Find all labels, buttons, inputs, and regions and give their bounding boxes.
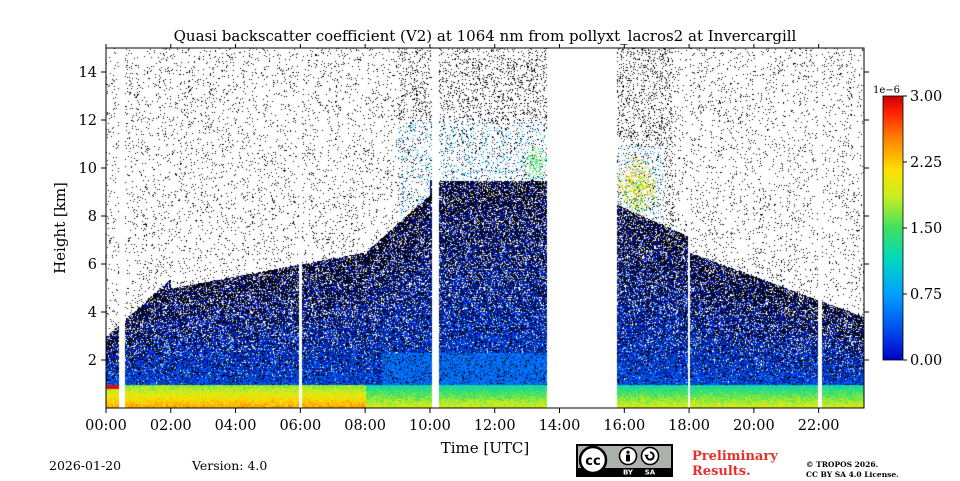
- colorbar-tick-label: 0.00: [910, 353, 942, 369]
- plot-frame: [105, 47, 865, 409]
- colorbar: 1e−6 0.00 0.75 1.50 2.25 3.00: [873, 85, 942, 369]
- x-tick-label: 10:00: [409, 418, 451, 434]
- x-axis-label: Time [UTC]: [441, 439, 530, 457]
- x-tick-label: 02:00: [150, 418, 192, 434]
- preliminary-line1: Preliminary: [692, 449, 778, 464]
- y-tick-label: 8: [88, 209, 97, 225]
- x-tick-label: 16:00: [603, 418, 645, 434]
- copyright-line2: CC BY SA 4.0 License.: [806, 470, 899, 479]
- x-tick-label: 20:00: [733, 418, 775, 434]
- y-tick-label: 2: [88, 353, 97, 369]
- colorbar-ticks: 0.00 0.75 1.50 2.25 3.00: [903, 89, 942, 369]
- colorbar-tick-label: 1.50: [910, 221, 942, 237]
- by-label: BY: [623, 469, 634, 477]
- y-tick-label: 10: [79, 161, 97, 177]
- y-axis-label: Height [km]: [51, 182, 69, 274]
- preliminary-results-note: Preliminary Results.: [692, 449, 778, 479]
- x-tick-label: 14:00: [539, 418, 581, 434]
- x-axis: 00:00 02:00 04:00 06:00 08:00 10:00 12:00 14:00…: [85, 44, 840, 434]
- plot-date: 2026-01-20: [49, 458, 122, 473]
- x-tick-label: 04:00: [215, 418, 257, 434]
- colorbar-tick-label: 2.25: [910, 155, 942, 171]
- copyright-line1: © TROPOS 2026.: [806, 460, 879, 469]
- x-tick-label: 12:00: [474, 418, 516, 434]
- cc-by-sa-license-badge: cc BY SA: [576, 444, 673, 477]
- sa-label: SA: [645, 469, 656, 477]
- y-tick-label: 12: [79, 113, 97, 129]
- y-tick-label: 14: [79, 65, 97, 81]
- cc-icon-text: cc: [585, 454, 600, 469]
- chart-title: Quasi backscatter coefficient (V2) at 10…: [174, 27, 797, 45]
- heatmap-image: [106, 48, 864, 408]
- x-tick-label: 18:00: [668, 418, 710, 434]
- colorbar-gradient: [882, 95, 904, 361]
- cc-icon: [578, 445, 608, 475]
- y-axis: 2 4 6 8 10 12 14: [79, 65, 869, 369]
- colorbar-tick-label: 0.75: [910, 287, 942, 303]
- colorbar-tick-label: 3.00: [910, 89, 942, 105]
- copyright-notice: © TROPOS 2026. CC BY SA 4.0 License.: [806, 460, 899, 480]
- preliminary-line2: Results.: [692, 464, 751, 479]
- x-tick-label: 06:00: [279, 418, 321, 434]
- colorbar-scale-label: 1e−6: [873, 85, 900, 96]
- x-tick-label: 08:00: [344, 418, 386, 434]
- plot-version: Version: 4.0: [192, 458, 268, 473]
- x-tick-label: 00:00: [85, 418, 127, 434]
- sa-share-alike-icon: [640, 446, 660, 466]
- x-tick-label: 22:00: [798, 418, 840, 434]
- y-tick-label: 4: [88, 305, 97, 321]
- y-tick-label: 6: [88, 257, 97, 273]
